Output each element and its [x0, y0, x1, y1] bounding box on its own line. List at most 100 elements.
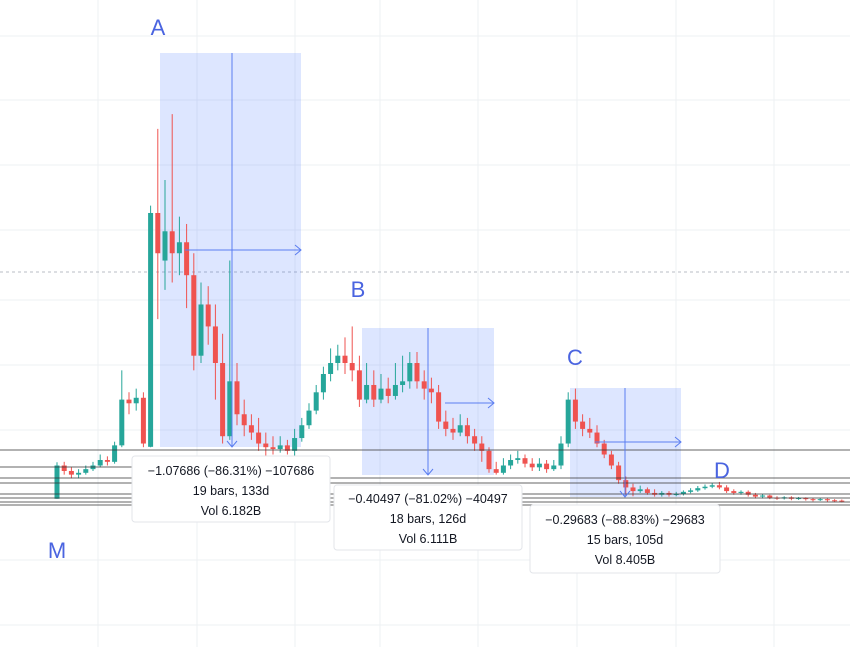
- candle-body: [248, 425, 254, 433]
- candle-body: [508, 459, 514, 466]
- measure-label: −0.29683 (−88.83%) −29683 15 bars, 105d …: [529, 504, 721, 574]
- candle-body: [472, 436, 478, 444]
- candle-body: [724, 487, 730, 492]
- change-text: −0.40497 (−81.02%) −40497: [348, 492, 508, 506]
- candle-body: [320, 374, 326, 393]
- candles: [54, 114, 845, 503]
- candle-body: [241, 414, 247, 426]
- candle-body: [616, 465, 622, 481]
- candle-body: [716, 485, 722, 488]
- candle-body: [292, 438, 298, 451]
- candle-body: [709, 485, 715, 487]
- annotation: C: [567, 345, 583, 370]
- candle-body: [450, 428, 456, 433]
- arrow: [185, 244, 302, 256]
- volume-text: Vol 8.405B: [595, 553, 655, 567]
- candle-body: [644, 489, 650, 493]
- candle-body: [479, 443, 485, 451]
- candle-body: [169, 231, 175, 254]
- candle-body: [198, 304, 204, 356]
- candle-body: [738, 491, 744, 493]
- candle-body: [270, 447, 276, 450]
- candle-body: [349, 363, 355, 371]
- candle-body: [421, 381, 427, 389]
- candle-body: [529, 463, 535, 468]
- label-box: [529, 504, 721, 574]
- measure-label: −1.07686 (−86.31%) −107686 19 bars, 133d…: [131, 455, 331, 523]
- candle-body: [601, 443, 607, 455]
- candle-body: [299, 425, 305, 439]
- candle-body: [580, 421, 586, 429]
- candle-body: [176, 242, 182, 254]
- candle-body: [68, 470, 74, 475]
- candle-body: [54, 465, 60, 499]
- candle-body: [623, 480, 629, 488]
- candle-body: [688, 490, 694, 492]
- candle-body: [637, 489, 643, 492]
- candle-body: [752, 494, 758, 497]
- candle-body: [306, 410, 312, 426]
- candle-body: [342, 355, 348, 364]
- arrow: [422, 328, 434, 476]
- candle-body: [162, 231, 168, 261]
- arrow: [445, 397, 495, 409]
- volume-text: Vol 6.111B: [399, 532, 458, 546]
- candle-body: [191, 275, 197, 356]
- candle-body: [810, 499, 816, 501]
- candle-body: [832, 500, 838, 502]
- candle-body: [695, 488, 701, 491]
- candle-body: [385, 388, 391, 396]
- candle-body: [428, 388, 434, 393]
- bars-text: 15 bars, 105d: [587, 533, 663, 547]
- annotation: D: [714, 458, 730, 483]
- candle-body: [284, 445, 290, 451]
- candle-body: [313, 392, 319, 411]
- measure-label: −0.40497 (−81.02%) −40497 18 bars, 126d …: [333, 484, 523, 551]
- arrow: [595, 436, 682, 448]
- candle-body: [457, 425, 463, 433]
- candle-body: [205, 304, 211, 327]
- candle-body: [515, 458, 521, 460]
- annotation: M: [48, 538, 66, 563]
- annotation: B: [351, 277, 366, 302]
- candle-body: [673, 494, 679, 496]
- change-text: −1.07686 (−86.31%) −107686: [148, 464, 315, 478]
- candle-body: [803, 498, 809, 500]
- candle-body: [565, 399, 571, 444]
- candle-body: [61, 465, 67, 471]
- candle-body: [608, 454, 614, 466]
- candle-body: [436, 392, 442, 422]
- candle-body: [839, 500, 845, 502]
- candle-body: [536, 463, 542, 468]
- candle-body: [760, 495, 766, 497]
- bars-text: 18 bars, 126d: [390, 512, 466, 526]
- candle-body: [824, 499, 830, 501]
- candle-body: [544, 463, 550, 470]
- bars-text: 19 bars, 133d: [193, 484, 269, 498]
- candle-body: [140, 397, 146, 444]
- candle-body: [227, 381, 233, 437]
- candle-body: [407, 363, 413, 382]
- candle-body: [148, 212, 154, 447]
- candle-body: [680, 491, 686, 495]
- candle-body: [155, 212, 161, 254]
- volume-text: Vol 6.182B: [201, 504, 261, 518]
- candle-body: [356, 370, 362, 400]
- candle-body: [493, 469, 499, 473]
- candle-body: [335, 355, 341, 364]
- annotation: A: [151, 15, 166, 40]
- candle-body: [133, 397, 139, 404]
- candle-body: [378, 388, 384, 400]
- candle-body: [587, 428, 593, 433]
- candle-body: [126, 399, 132, 404]
- candle-body: [572, 399, 578, 422]
- candle-body: [702, 486, 708, 489]
- candle-body: [119, 399, 125, 446]
- candle-body: [558, 443, 564, 466]
- candle-body: [76, 472, 82, 475]
- candle-body: [817, 499, 823, 501]
- candle-body: [328, 363, 334, 375]
- candle-body: [277, 445, 283, 450]
